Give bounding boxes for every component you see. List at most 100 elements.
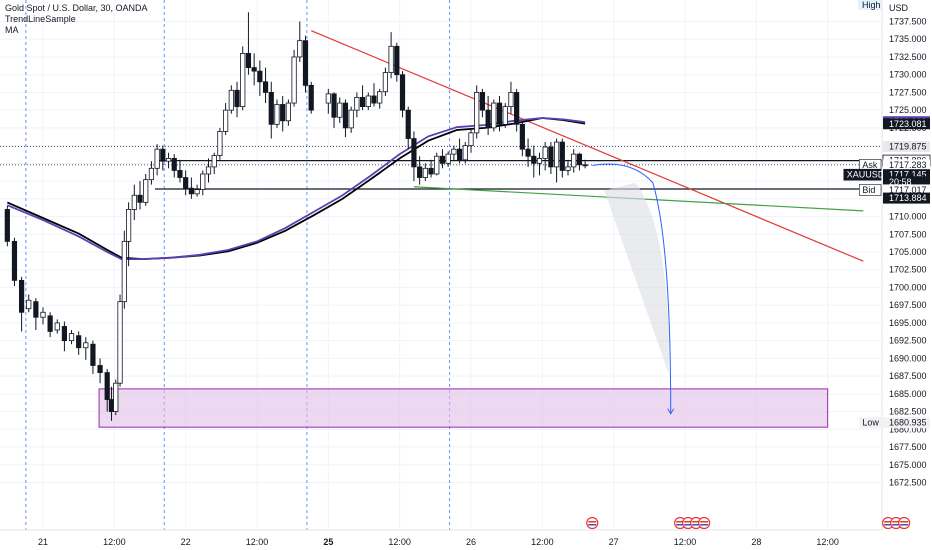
x-tick-label: 12:00 [531,537,554,547]
candle-body [126,209,132,242]
symbol-title: Gold Spot / U.S. Dollar, 30, OANDA [5,3,148,13]
candle-body [325,93,331,104]
event-flag-stripe [892,521,901,523]
price-tag-prefix-box [859,417,881,429]
event-flag-stripe [700,521,709,523]
candle-body [394,45,400,76]
candle-body [434,155,440,175]
candle-body [399,74,406,111]
event-flag-icon [698,516,711,530]
candle-body [531,155,537,164]
x-tick-label: 21 [38,537,48,547]
candle-body [223,109,229,132]
candle-body [40,311,46,318]
x-tick-label: 27 [609,537,619,547]
candle-body [559,141,565,171]
candle-body [154,148,160,169]
candle-body [68,333,75,342]
price-tag-box [883,417,930,429]
currency-label: USD [889,3,909,13]
candle-body [308,84,314,111]
y-tick-label: 1675.000 [889,460,927,470]
event-flag-stripe [692,521,701,523]
candle-body [365,95,371,108]
candle-body [245,53,252,69]
price-tag-box [883,192,930,204]
candle-body [171,157,177,171]
candle-body [165,157,172,162]
y-tick-label: 1732.500 [889,52,927,62]
candle-body [280,104,286,122]
candle-body [137,194,143,203]
price-tag-box [883,118,930,130]
candle-body [104,372,110,400]
event-flag-icon [898,516,911,530]
x-tick-label: 28 [751,537,761,547]
y-tick-label: 1677.500 [889,442,927,452]
price-tag-label: 1680.935 [889,418,927,428]
candle-body [4,209,10,242]
candle-body [348,109,354,129]
candle-body [491,102,497,129]
event-flag-stripe [700,524,709,526]
y-tick-label: 1697.500 [889,300,927,310]
candle-body [474,92,480,134]
demand-zone-rect [98,388,829,428]
candle-body [576,153,583,166]
event-flag-stripe [684,521,693,523]
indicator-ma[interactable]: MA [5,25,19,35]
x-tick-label: 25 [323,537,333,547]
candle-body [240,53,246,108]
candle-body [428,167,434,175]
candle-body [405,109,411,139]
candle-body [554,141,560,168]
candle-body [371,95,377,104]
candle-body [548,146,554,168]
time-axis-background [0,530,932,550]
y-tick-label: 1682.500 [889,407,927,417]
candle-body [61,326,68,342]
event-flag-stripe [676,521,685,523]
candle-body [439,155,446,164]
price-tag-box [883,159,930,171]
price-tag-box [883,141,930,153]
candle-body [508,92,514,108]
candle-body [54,322,60,331]
event-flag-stripe [684,524,693,526]
candle-body [200,173,206,190]
candle-body [456,148,463,161]
x-tick-label: 12:00 [246,537,269,547]
candle-body [177,170,183,178]
x-tick-label: 12:00 [103,537,126,547]
candle-body [257,70,263,83]
candle-body [117,301,123,384]
high-badge-label: High [862,0,881,10]
y-tick-label: 1735.000 [889,34,927,44]
candle-body [234,89,240,108]
y-tick-label: 1702.500 [889,265,927,275]
candle-body [268,92,274,125]
candle-body [302,40,309,86]
event-flag-icon [586,516,599,530]
y-tick-label: 1680.000 [889,424,927,434]
event-flag-stripe [900,521,909,523]
candle-body [47,315,53,332]
candle-body [33,301,39,318]
candle-body [388,45,394,73]
price-tag-label: 1717.145 [889,170,927,180]
projection-arrowhead [667,408,675,415]
candle-body [148,167,155,181]
event-flag-stripe [900,524,909,526]
candle-body [228,89,234,111]
candle-body [502,106,508,125]
event-flag-stripe [892,524,901,526]
indicator-trendlinesample[interactable]: TrendLineSample [5,14,76,24]
candle-body [571,153,577,168]
candle-body [194,189,200,195]
y-tick-label: 1700.000 [889,282,927,292]
event-flag-stripe [588,524,597,526]
descending-trendline [310,30,864,262]
candle-body [542,146,548,159]
candle-body [514,92,520,125]
